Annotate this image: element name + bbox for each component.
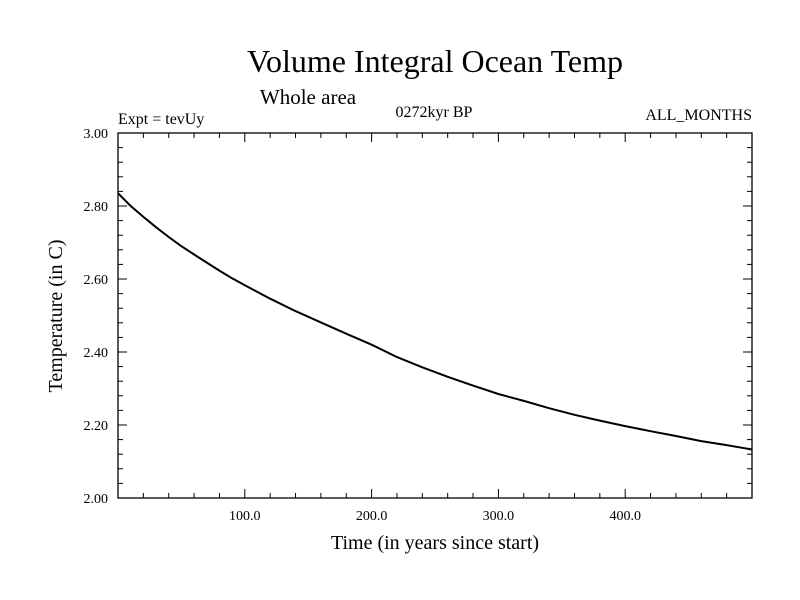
series-line [117, 192, 753, 451]
y-tick-label: 2.20 [84, 419, 109, 434]
y-tick-label: 2.40 [84, 346, 109, 361]
y-tick-label: 2.60 [84, 273, 109, 288]
x-axis-label: Time (in years since start) [331, 532, 539, 554]
months-label: ALL_MONTHS [645, 107, 752, 124]
x-tick-label: 200.0 [356, 509, 388, 524]
x-tick-label: 300.0 [483, 509, 515, 524]
y-tick-label: 3.00 [84, 127, 109, 142]
series-layer [117, 192, 753, 451]
experiment-label: Expt = tevUy [118, 111, 204, 128]
y-axis-label: Temperature (in C) [45, 240, 67, 393]
chart-subtitle: Whole area [260, 85, 357, 109]
y-tick-label: 2.00 [84, 492, 109, 507]
period-label: 0272kyr BP [396, 104, 473, 121]
y-axis: 2.00 2.20 2.40 2.60 2.80 3.00 [84, 127, 752, 507]
y-tick-label: 2.80 [84, 200, 109, 215]
chart-title: Volume Integral Ocean Temp [247, 43, 623, 79]
x-axis: 100.0 200.0 300.0 400.0 [142, 133, 728, 524]
x-tick-label: 400.0 [609, 509, 641, 524]
x-tick-label: 100.0 [229, 509, 261, 524]
plot-frame [117, 132, 753, 499]
